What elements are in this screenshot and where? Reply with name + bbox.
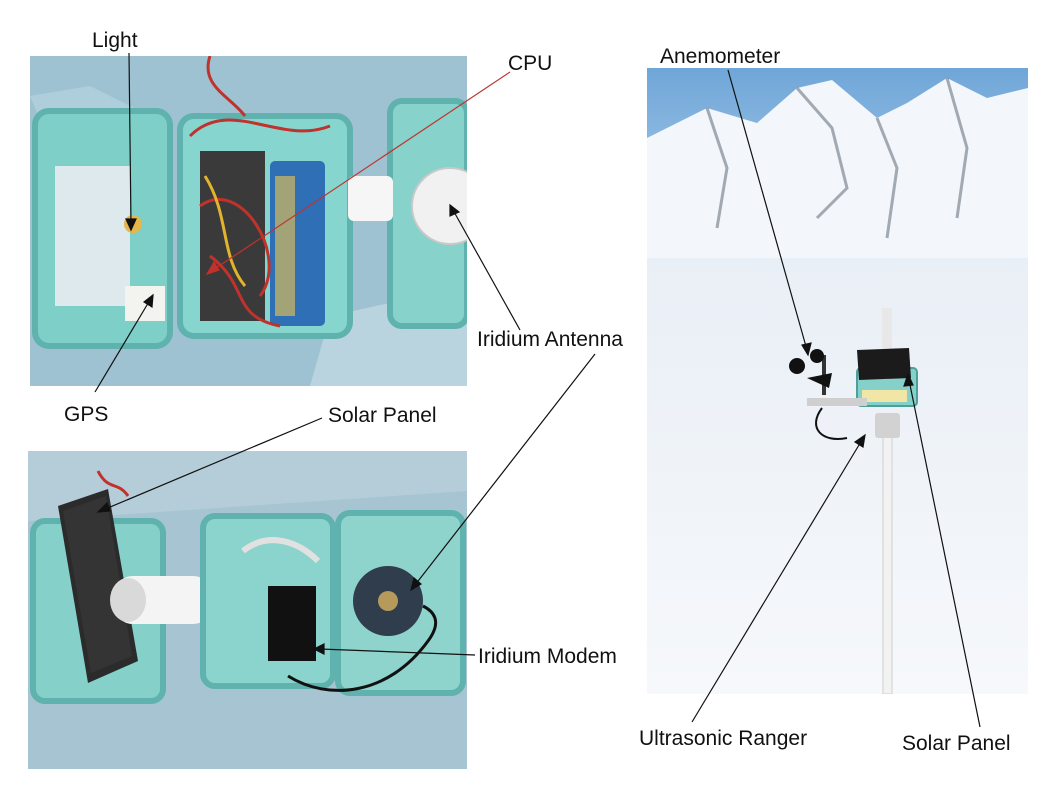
solar-panel-right-leader bbox=[908, 379, 981, 728]
solar-panel-left-arrowhead bbox=[96, 501, 111, 513]
solar-panel-left-leader bbox=[102, 417, 323, 511]
gps-arrowhead bbox=[142, 293, 154, 309]
gps-label: GPS bbox=[64, 403, 109, 426]
anemometer-label: Anemometer bbox=[660, 45, 781, 68]
iridium-antenna-top-arrowhead bbox=[449, 203, 461, 217]
light-arrowhead bbox=[125, 218, 137, 232]
ultrasonic-ranger-label: Ultrasonic Ranger bbox=[639, 727, 808, 750]
ultrasonic-ranger-arrowhead bbox=[853, 433, 866, 448]
enclosure-interior-photo bbox=[30, 56, 467, 386]
solar-panel-right-arrowhead bbox=[903, 372, 914, 387]
cpu-arrowhead bbox=[205, 260, 220, 276]
iridium-modem-arrowhead bbox=[312, 643, 325, 655]
light-label: Light bbox=[92, 29, 138, 52]
cpu-leader bbox=[212, 71, 511, 271]
enclosure-modem-photo bbox=[28, 451, 467, 769]
anemometer-leader bbox=[727, 69, 808, 351]
iridium-antenna-bottom-arrowhead bbox=[410, 576, 423, 592]
weather-station-field-photo bbox=[647, 68, 1028, 694]
iridium-antenna-bottom-leader bbox=[414, 353, 596, 586]
iridium-modem-leader bbox=[319, 648, 476, 656]
iridium-antenna-top-leader bbox=[452, 209, 521, 331]
solar-panel-right-label: Solar Panel bbox=[902, 732, 1011, 755]
anemometer-arrowhead bbox=[801, 342, 812, 357]
ultrasonic-ranger-leader bbox=[691, 439, 863, 723]
light-leader bbox=[128, 52, 132, 226]
gps-leader bbox=[94, 299, 151, 393]
iridium-antenna-label: Iridium Antenna bbox=[477, 328, 623, 351]
solar-panel-left-label: Solar Panel bbox=[328, 404, 437, 427]
iridium-modem-label: Iridium Modem bbox=[478, 645, 617, 668]
cpu-label: CPU bbox=[508, 52, 553, 75]
